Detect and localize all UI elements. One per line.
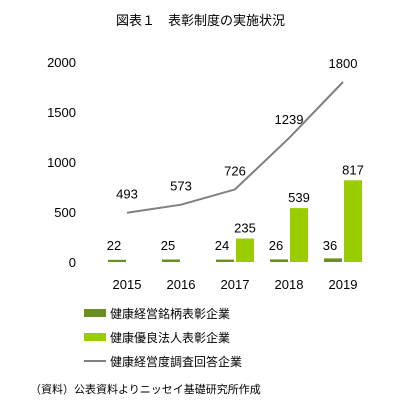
y-tick-label: 1000 <box>47 155 76 170</box>
y-tick-label: 500 <box>54 205 76 220</box>
bar-kenko-meigara <box>162 259 180 262</box>
y-tick-label: 0 <box>69 255 76 270</box>
x-tick-label: 2018 <box>275 277 304 292</box>
bar-kenko-meigara <box>216 259 234 262</box>
data-label-kenko-meigara: 25 <box>161 238 175 253</box>
bar-kenko-meigara <box>324 258 342 262</box>
bar-kenko-meigara <box>270 259 288 262</box>
data-label-kenko-meigara: 36 <box>323 238 337 253</box>
data-label-kenko-yuryo: 539 <box>288 190 310 205</box>
bar-kenko-yuryo <box>290 208 308 262</box>
x-tick-label: 2017 <box>221 277 250 292</box>
line-kenko-chosa <box>126 81 344 214</box>
data-labels: 22 25 24 235 26 539 36 817 493 573 726 1239 1800 <box>107 56 364 253</box>
legend-label-0: 健康経営銘柄表彰企業 <box>110 306 231 321</box>
y-tick-label: 2000 <box>47 55 76 70</box>
data-label-kenko-chosa: 1800 <box>329 56 358 71</box>
x-tick-label: 2015 <box>113 277 142 292</box>
data-label-kenko-meigara: 26 <box>269 238 283 253</box>
chart: 0 500 1000 1500 2000 2015 2016 2017 2018 2019 22… <box>47 55 364 292</box>
bar-kenko-yuryo <box>236 238 254 262</box>
data-label-kenko-meigara: 22 <box>107 238 121 253</box>
data-label-kenko-chosa: 726 <box>224 163 246 178</box>
bar-kenko-yuryo <box>344 180 362 262</box>
data-label-kenko-chosa: 1239 <box>275 112 304 127</box>
legend-swatch-1 <box>84 333 106 341</box>
x-tick-label: 2019 <box>329 277 358 292</box>
line-series <box>126 81 344 214</box>
legend-item-0: 健康経営銘柄表彰企業 <box>84 301 242 325</box>
y-tick-label: 1500 <box>47 105 76 120</box>
y-axis-ticks: 0 500 1000 1500 2000 <box>47 55 76 270</box>
legend-label-1: 健康優良法人表彰企業 <box>110 330 231 345</box>
data-label-kenko-yuryo: 235 <box>234 221 256 236</box>
figure-title: 図表１ 表彰制度の実施状況 <box>115 14 285 29</box>
bar-kenko-meigara <box>108 259 126 262</box>
legend: 健康経営銘柄表彰企業 健康優良法人表彰企業 健康経営度調査回答企業 <box>84 301 242 373</box>
legend-label-2: 健康経営度調査回答企業 <box>110 354 243 369</box>
legend-item-2: 健康経営度調査回答企業 <box>84 349 242 373</box>
data-label-kenko-chosa: 493 <box>116 187 138 202</box>
data-label-kenko-chosa: 573 <box>170 179 192 194</box>
data-label-kenko-yuryo: 817 <box>342 162 364 177</box>
legend-swatch-2 <box>84 360 106 362</box>
x-axis-ticks: 2015 2016 2017 2018 2019 <box>113 277 358 292</box>
source-note: （資料）公表資料よりニッセイ基礎研究所作成 <box>30 383 261 396</box>
x-tick-label: 2016 <box>167 277 196 292</box>
data-label-kenko-meigara: 24 <box>215 238 229 253</box>
bars <box>108 180 362 262</box>
legend-item-1: 健康優良法人表彰企業 <box>84 325 242 349</box>
legend-swatch-0 <box>84 309 106 317</box>
